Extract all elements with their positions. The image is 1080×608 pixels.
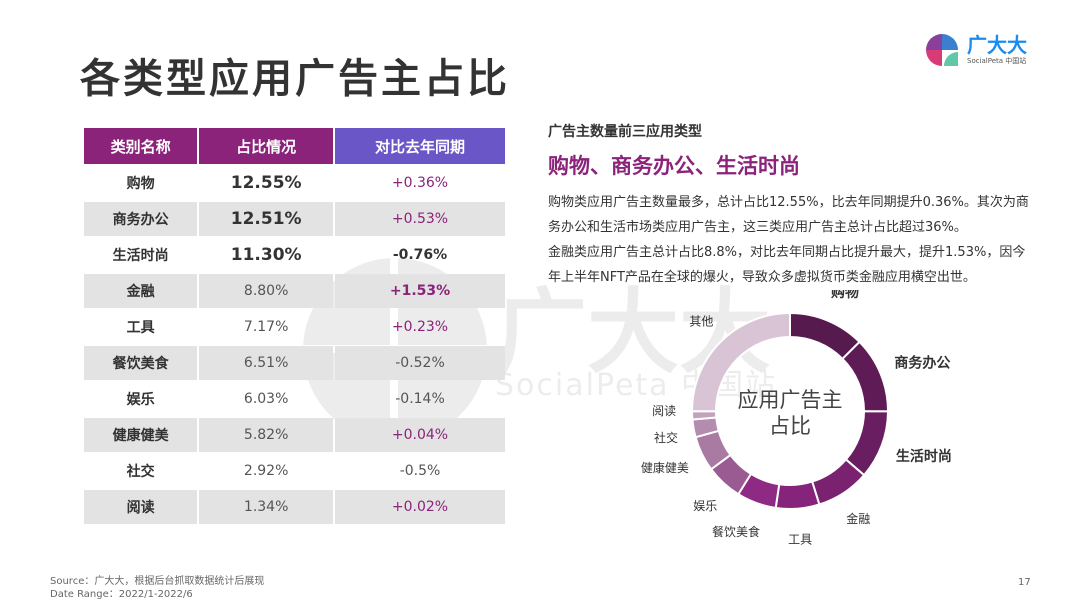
- name: 购物: [126, 176, 155, 192]
- header-share: 占比情况: [199, 128, 334, 164]
- share-cell: 12.51%: [199, 202, 334, 236]
- share-cell: 12.55%: [230, 173, 302, 193]
- page-title: 各类型应用广告主占比: [80, 56, 510, 102]
- name: 工具: [126, 320, 155, 336]
- name: 健康健美: [84, 418, 198, 452]
- logo-icon: [926, 34, 958, 66]
- name: 娱乐: [126, 392, 155, 408]
- donut-center-label: 占比: [769, 414, 811, 438]
- share-cell: 5.82%: [199, 418, 334, 452]
- source-text: Source：广大大，根据后台抓取数据统计后展现: [50, 576, 265, 587]
- slice-label: 购物: [831, 290, 859, 301]
- donut-slice: [690, 410, 718, 421]
- name: 阅读: [84, 490, 198, 524]
- slice-label: 商务办公: [894, 354, 950, 371]
- share-cell: 8.80%: [199, 274, 334, 308]
- share-cell: 2.92%: [243, 463, 289, 479]
- change-cell: +0.02%: [335, 490, 505, 524]
- name: 餐饮美食: [84, 346, 198, 380]
- donut-slice: [774, 480, 821, 510]
- slice-label: 工具: [788, 533, 812, 547]
- slice-label: 其他: [689, 315, 713, 329]
- name: 社交: [126, 464, 155, 480]
- slice-label: 生活时尚: [896, 448, 952, 465]
- donut-slice: [691, 311, 791, 413]
- share-cell: 1.34%: [199, 490, 334, 524]
- change-cell: +0.23%: [391, 319, 449, 335]
- table-row: 金融 8.80% +1.53%: [84, 274, 505, 308]
- share-cell: 7.17%: [243, 319, 289, 335]
- insight-description: 购物类应用广告主数量最多，总计占比12.55%，比去年同期提升0.36%。其次为…: [548, 190, 1038, 290]
- insight-headline: 购物、商务办公、生活时尚: [548, 154, 800, 178]
- date-range-text: Date Range：2022/1-2022/6: [50, 589, 193, 600]
- name: 商务办公: [84, 202, 198, 236]
- logo-name: 广大大: [967, 33, 1027, 57]
- name: 金融: [84, 274, 198, 308]
- slice-label: 社交: [654, 430, 678, 445]
- name: 生活时尚: [112, 248, 169, 264]
- logo-subtitle: SocialPeta 中国站: [967, 57, 1027, 65]
- slice-label: 娱乐: [693, 499, 717, 513]
- share-cell: 6.03%: [243, 391, 289, 407]
- header-yoy: 对比去年同期: [335, 128, 505, 164]
- header-category: 类别名称: [84, 128, 198, 164]
- insight-label: 广告主数量前三应用类型: [548, 124, 702, 140]
- change-cell: -0.52%: [335, 346, 505, 380]
- share-cell: 6.51%: [199, 346, 334, 380]
- slice-label: 健康健美: [641, 460, 689, 475]
- table-row: 工具 7.17% +0.23%: [84, 310, 505, 344]
- insight-paragraph: 金融类应用广告主总计占比8.8%，对比去年同期占比提升最大，提升1.53%，因今…: [548, 245, 1026, 285]
- table-row: 阅读 1.34% +0.02%: [84, 490, 505, 524]
- page-number: 17: [1018, 577, 1031, 588]
- table-row: 购物 12.55% +0.36%: [84, 166, 505, 200]
- table-row: 商务办公 12.51% +0.53%: [84, 202, 505, 236]
- slice-label: 餐饮美食: [712, 524, 760, 539]
- donut-slice: [841, 340, 889, 413]
- table-row: 健康健美 5.82% +0.04%: [84, 418, 505, 452]
- slice-label: 金融: [846, 511, 870, 526]
- table-row: 社交 2.92% -0.5%: [84, 454, 505, 488]
- change-cell: -0.14%: [395, 391, 445, 407]
- change-cell: +0.04%: [335, 418, 505, 452]
- change-cell: -0.5%: [399, 463, 441, 479]
- share-cell: 11.30%: [230, 245, 302, 265]
- slice-label: 阅读: [652, 404, 676, 418]
- change-cell: -0.76%: [392, 247, 448, 263]
- donut-center-label: 应用广告主: [738, 388, 843, 412]
- footer-source: Source：广大大，根据后台抓取数据统计后展现 Date Range：2022…: [50, 575, 264, 601]
- table-row: 生活时尚 11.30% -0.76%: [84, 238, 505, 272]
- table-row: 餐饮美食 6.51% -0.52%: [84, 346, 505, 380]
- change-cell: +0.36%: [391, 175, 449, 191]
- insight-paragraph: 购物类应用广告主数量最多，总计占比12.55%，比去年同期提升0.36%。其次为…: [548, 195, 1029, 235]
- change-cell: +1.53%: [335, 274, 505, 308]
- logo: 广大大 SocialPeta 中国站: [925, 33, 1027, 67]
- watermark-subtext: SocialPeta 中国站: [495, 368, 778, 403]
- category-table: 类别名称 占比情况 对比去年同期 购物 12.55% +0.36% 商务办公 12.51…: [82, 126, 507, 526]
- table-row: 娱乐 6.03% -0.14%: [84, 382, 505, 416]
- change-cell: +0.53%: [335, 202, 505, 236]
